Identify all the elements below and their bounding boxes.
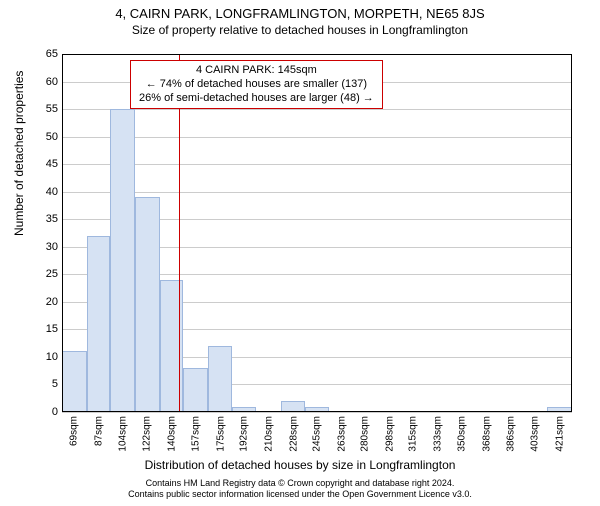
x-tick-label: 157sqm (190, 416, 201, 452)
y-tick-label: 15 (18, 323, 58, 335)
y-tick-label: 30 (18, 241, 58, 253)
gridline (62, 164, 572, 165)
histogram-bar (305, 407, 330, 413)
x-tick-label: 140sqm (167, 416, 178, 452)
x-tick-label: 87sqm (94, 416, 105, 446)
x-tick-label: 368sqm (481, 416, 492, 452)
y-tick-label: 5 (18, 378, 58, 390)
histogram-bar (62, 351, 87, 412)
x-tick-label: 386sqm (506, 416, 517, 452)
histogram-bar (135, 197, 160, 412)
y-tick-label: 65 (18, 48, 58, 60)
x-tick-label: 210sqm (263, 416, 274, 452)
histogram-bar (281, 401, 304, 412)
histogram-bar (183, 368, 208, 412)
x-tick-label: 122sqm (142, 416, 153, 452)
y-tick-label: 60 (18, 76, 58, 88)
footer-copyright: Contains HM Land Registry data © Crown c… (0, 478, 600, 500)
x-tick-label: 298sqm (385, 416, 396, 452)
gridline (62, 192, 572, 193)
x-axis-label: Distribution of detached houses by size … (0, 458, 600, 472)
histogram-bar (208, 346, 231, 412)
y-axis-label: Number of detached properties (12, 71, 26, 236)
x-tick-label: 421sqm (554, 416, 565, 452)
histogram-bar (87, 236, 110, 412)
y-tick-label: 20 (18, 296, 58, 308)
chart-area: 0510152025303540455055606569sqm87sqm104s… (62, 54, 572, 412)
annotation-box: 4 CAIRN PARK: 145sqm← 74% of detached ho… (130, 60, 383, 109)
y-tick-label: 50 (18, 131, 58, 143)
footer-line2: Contains public sector information licen… (0, 489, 600, 500)
x-tick-label: 228sqm (288, 416, 299, 452)
gridline (62, 137, 572, 138)
title-main: 4, CAIRN PARK, LONGFRAMLINGTON, MORPETH,… (0, 6, 600, 21)
y-tick-label: 25 (18, 268, 58, 280)
x-tick-label: 315sqm (408, 416, 419, 452)
histogram-bar (547, 407, 572, 413)
gridline (62, 412, 572, 413)
x-tick-label: 350sqm (456, 416, 467, 452)
y-tick-label: 55 (18, 103, 58, 115)
x-tick-label: 333sqm (433, 416, 444, 452)
x-tick-label: 192sqm (238, 416, 249, 452)
annotation-line: 26% of semi-detached houses are larger (… (139, 92, 374, 106)
y-tick-label: 40 (18, 186, 58, 198)
histogram-bar (232, 407, 257, 413)
annotation-line: ← 74% of detached houses are smaller (13… (139, 78, 374, 92)
footer-line1: Contains HM Land Registry data © Crown c… (0, 478, 600, 489)
y-tick-label: 0 (18, 406, 58, 418)
histogram-bar (110, 109, 135, 412)
x-tick-label: 263sqm (336, 416, 347, 452)
histogram-plot: 0510152025303540455055606569sqm87sqm104s… (62, 54, 572, 412)
annotation-line: 4 CAIRN PARK: 145sqm (139, 64, 374, 78)
y-tick-label: 35 (18, 213, 58, 225)
x-tick-label: 403sqm (529, 416, 540, 452)
x-tick-label: 104sqm (117, 416, 128, 452)
x-tick-label: 69sqm (69, 416, 80, 446)
x-tick-label: 280sqm (360, 416, 371, 452)
y-tick-label: 45 (18, 158, 58, 170)
y-tick-label: 10 (18, 351, 58, 363)
x-tick-label: 175sqm (215, 416, 226, 452)
x-tick-label: 245sqm (312, 416, 323, 452)
gridline (62, 54, 572, 55)
title-sub: Size of property relative to detached ho… (0, 23, 600, 37)
